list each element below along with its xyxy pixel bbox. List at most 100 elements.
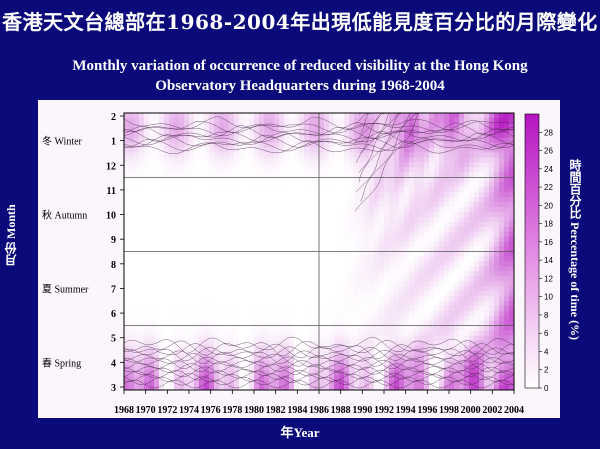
heatmap-cell [474,162,480,168]
heatmap-cell [239,211,245,218]
heatmap-cell [504,385,510,390]
heatmap-cell [159,236,165,242]
heatmap-cell [419,335,425,341]
heatmap-cell [394,305,400,312]
heatmap-cell [509,261,514,267]
heatmap-cell [469,152,475,158]
heatmap-cell [224,197,230,203]
heatmap-cell [294,315,300,322]
heatmap-cell [224,281,230,287]
heatmap-cell [264,172,270,178]
heatmap-cell [274,291,280,297]
heatmap-cell [274,216,280,223]
heatmap-cell [134,365,140,371]
heatmap-cell [294,182,300,188]
heatmap-cell [344,286,350,292]
heatmap-cell [404,192,410,198]
heatmap-cell [389,137,395,143]
heatmap-cell [159,330,165,336]
heatmap-cell [129,216,135,223]
heatmap-cell [394,380,400,386]
heatmap-cell [124,300,130,307]
heatmap-cell [484,147,490,153]
heatmap-cell [374,380,380,386]
heatmap-cell [154,162,160,168]
heatmap-cell [289,320,295,326]
heatmap-cell [434,187,440,193]
heatmap-cell [299,172,305,178]
heatmap-cell [364,211,370,218]
heatmap-cell [274,246,280,252]
x-tick-label: 2004 [504,405,524,416]
heatmap-cell [314,271,320,277]
heatmap-cell [489,335,495,341]
heatmap-cell [359,360,365,366]
heatmap-cell [189,226,195,233]
heatmap-cell [254,197,260,203]
heatmap-cell [409,335,415,341]
heatmap-cell [244,286,250,292]
heatmap-cell [149,162,155,168]
heatmap-cell [479,142,485,148]
heatmap-cell [189,206,195,213]
heatmap-cell [294,380,300,386]
heatmap-cell [509,202,514,208]
heatmap-cell [399,172,405,178]
heatmap-cell [159,385,165,390]
heatmap-cell [309,385,315,390]
heatmap-cell [249,305,255,312]
heatmap-cell [129,251,135,257]
heatmap-cell [159,355,165,361]
heatmap-cell [359,315,365,322]
heatmap-cell [149,256,155,262]
heatmap-cell [304,305,310,312]
heatmap-cell [329,137,335,143]
heatmap-cell [384,350,390,356]
heatmap-cell [314,286,320,292]
heatmap-cell [419,117,425,124]
heatmap-cell [329,187,335,193]
heatmap-cell [339,221,345,228]
heatmap-cell [489,340,495,346]
heatmap-cell [319,127,325,134]
heatmap-cell [319,206,325,213]
heatmap-cell [334,132,340,139]
heatmap-cell [254,211,260,218]
heatmap-cell [294,340,300,346]
heatmap-cell [504,310,510,317]
heatmap-cell [224,385,230,390]
heatmap-cell [229,192,235,198]
heatmap-cell [224,162,230,168]
heatmap-cell [329,236,335,242]
heatmap-cell [444,132,450,139]
heatmap-cell [474,375,480,381]
heatmap-cell [139,236,145,242]
heatmap-cell [164,206,170,213]
heatmap-cell [344,261,350,267]
heatmap-cell [494,375,500,381]
heatmap-cell [189,157,195,163]
heatmap-cell [329,147,335,153]
heatmap-cell [269,340,275,346]
heatmap-cell [284,261,290,267]
heatmap-cell [434,256,440,262]
heatmap-cell [309,236,315,242]
heatmap-cell [234,345,240,351]
heatmap-cell [489,251,495,257]
heatmap-cell [194,380,200,386]
heatmap-cell [149,241,155,247]
heatmap-cell [389,226,395,233]
heatmap-cell [159,172,165,178]
heatmap-cell [254,325,260,331]
heatmap-cell [504,246,510,252]
heatmap-cell [244,261,250,267]
heatmap-cell [469,197,475,203]
heatmap-cell [414,117,420,124]
heatmap-cell [459,162,465,168]
heatmap-cell [359,370,365,376]
heatmap-cell [214,221,220,228]
heatmap-cell [279,335,285,341]
heatmap-cell [179,162,185,168]
heatmap-cell [334,305,340,312]
heatmap-cell [419,167,425,173]
